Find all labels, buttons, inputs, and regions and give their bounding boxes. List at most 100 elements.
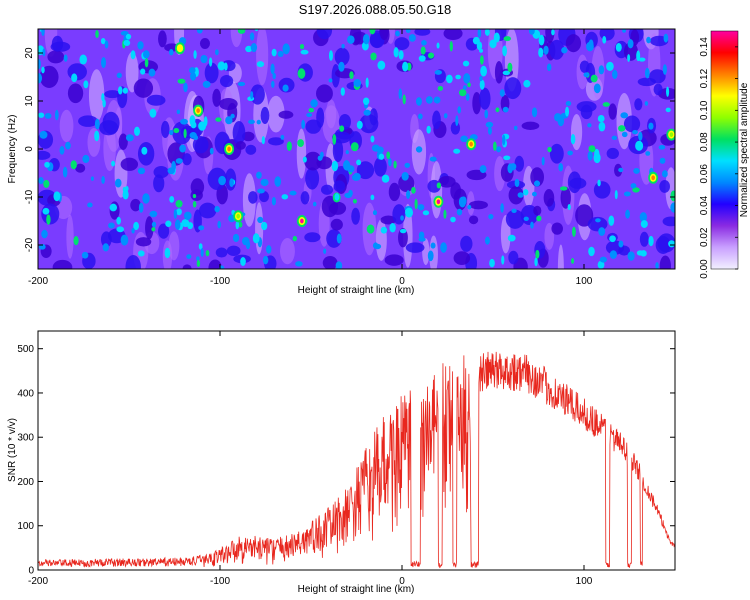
heatmap-cell (260, 106, 270, 125)
heatmap-cell (202, 80, 211, 88)
heatmap-cell (87, 202, 93, 208)
heatmap-cell (169, 129, 174, 136)
heatmap-cell (131, 227, 135, 234)
heatmap-cell (223, 62, 228, 71)
y-tick-label: 10 (24, 95, 35, 107)
x-tick-label: -200 (28, 576, 48, 587)
x-tick-label: 100 (576, 276, 593, 287)
heatmap-cell (53, 191, 61, 202)
heatmap-cell (576, 101, 597, 113)
heatmap-cell (196, 256, 200, 261)
heatmap-cell (615, 43, 622, 52)
heatmap-cell (173, 209, 178, 219)
heatmap-cell (418, 231, 425, 240)
heatmap-cell (256, 61, 265, 68)
heatmap-cell (593, 152, 601, 164)
heatmap-cell (133, 221, 140, 231)
heatmap-cell (182, 264, 192, 269)
heatmap-cell (608, 215, 615, 226)
heatmap-cell (598, 227, 606, 236)
heatmap-cell (167, 167, 175, 175)
heatmap-cell (541, 156, 545, 166)
heatmap-cell (460, 135, 468, 143)
heatmap-cell (271, 80, 275, 88)
heatmap-cell (608, 103, 617, 120)
heatmap-cell (508, 186, 524, 205)
heatmap-cell (635, 140, 644, 151)
heatmap-cell (455, 115, 459, 127)
heatmap-cell (297, 68, 306, 79)
heatmap-cell (622, 29, 626, 33)
heatmap-cell (593, 181, 611, 199)
heatmap-cell (183, 211, 192, 220)
heatmap-cell (200, 247, 204, 257)
heatmap-cell (405, 207, 414, 218)
heatmap-cell (427, 250, 434, 262)
heatmap-cell (339, 125, 345, 132)
heatmap-cell (212, 88, 221, 107)
heatmap-cell (238, 221, 243, 228)
heatmap-cell (192, 200, 197, 208)
heatmap-cell (621, 131, 628, 138)
heatmap-cell (42, 48, 46, 57)
heatmap-cell (65, 141, 71, 150)
heatmap-cell (256, 119, 261, 125)
heatmap-cell (639, 212, 647, 223)
heatmap-cell (484, 109, 489, 119)
heatmap-cell (659, 157, 666, 164)
y-tick-label: 500 (17, 344, 34, 355)
heatmap-cell (190, 72, 197, 81)
heatmap-cell (389, 223, 396, 233)
heatmap-cell (198, 225, 205, 231)
heatmap-cell (116, 216, 122, 225)
heatmap-cell (215, 49, 219, 56)
heatmap-cell (588, 145, 596, 153)
heatmap-cell (137, 41, 144, 50)
heatmap-cell (379, 29, 389, 41)
colorbar: 0.00 0.02 0.04 0.06 0.08 0.10 0.12 0.14 Normali… (699, 30, 750, 279)
colorbar-tick-label: 0.12 (699, 68, 710, 88)
heatmap-cell (199, 38, 211, 50)
chart-title: S197.2026.088.05.50.G18 (298, 2, 452, 17)
heatmap-cell (523, 216, 529, 221)
heatmap-cell (237, 81, 246, 87)
heatmap-cell (235, 141, 246, 150)
heatmap-cell (281, 194, 289, 200)
heatmap-cell (41, 229, 48, 239)
heatmap-cell (282, 84, 289, 92)
heatmap-cell (450, 216, 456, 223)
heatmap-cell (295, 261, 303, 267)
heatmap-cell (501, 255, 505, 265)
heatmap-cell (405, 242, 425, 253)
heatmap-cell (81, 251, 89, 259)
heatmap-cell (122, 186, 126, 193)
heatmap-cell (176, 208, 182, 216)
heatmap-cell (436, 182, 442, 189)
heatmap-cell (443, 29, 463, 41)
heatmap-cell (565, 34, 582, 53)
heatmap-cell (250, 84, 265, 105)
heatmap-cell (326, 229, 342, 248)
heatmap-cell (614, 190, 618, 200)
heatmap-cell (328, 50, 333, 61)
heatmap-cell (151, 221, 157, 228)
heatmap-cell (638, 131, 643, 141)
heatmap-cell (356, 159, 362, 166)
x-tick-label: -100 (210, 276, 230, 287)
heatmap-cells (38, 29, 675, 269)
heatmap-cell (638, 57, 646, 62)
heatmap-cell (196, 29, 203, 34)
y-tick-label: -10 (24, 189, 35, 204)
heatmap-cell (38, 73, 43, 84)
x-tick-label: -100 (210, 576, 230, 587)
heatmap-cell (177, 78, 186, 84)
heatmap-cell (393, 160, 397, 169)
heatmap-cell (567, 150, 573, 156)
heatmap-cell (415, 97, 422, 106)
heatmap-cell (140, 68, 146, 75)
x-tick-label: 0 (399, 276, 405, 287)
heatmap-cell (398, 88, 402, 100)
heatmap-cell (137, 167, 146, 175)
heatmap-cell (214, 205, 220, 213)
